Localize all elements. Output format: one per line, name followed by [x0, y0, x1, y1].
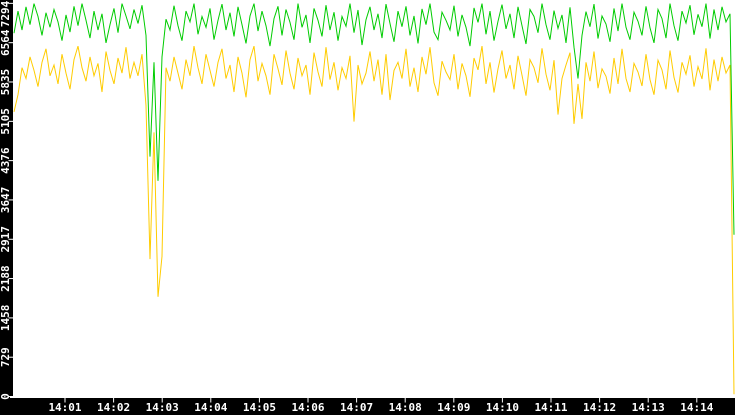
y-tick-label: 729 [0, 347, 12, 367]
y-axis: 0 729 1458 2188 2917 3647 4376 5105 5835 6564 7294 [0, 0, 15, 400]
x-tick-label: 14:12 [583, 401, 616, 414]
x-tick-label: 14:01 [48, 401, 81, 414]
axes [10, 0, 735, 398]
x-tick-label: 14:11 [534, 401, 567, 414]
y-tick-label: 6564 [0, 29, 12, 56]
x-tick-label: 14:07 [340, 401, 373, 414]
y-tick-label: 5105 [0, 108, 12, 135]
x-tick-label: 14:10 [486, 401, 519, 414]
series-green-line [13, 3, 735, 235]
x-tick-label: 14:04 [194, 401, 227, 414]
y-tick-label: 2917 [0, 226, 12, 253]
x-tick-label: 14:09 [437, 401, 470, 414]
y-tick-label: 3647 [0, 187, 12, 214]
series-yellow-line [13, 45, 735, 395]
x-tick-label: 14:08 [389, 401, 422, 414]
x-tick-label: 14:02 [97, 401, 130, 414]
x-tick-label: 14:13 [632, 401, 665, 414]
y-tick-label: 4376 [0, 147, 12, 174]
x-axis: 14:01 14:02 14:03 14:04 14:05 14:06 14:07 14:08… [48, 397, 714, 414]
x-tick-label: 14:05 [243, 401, 276, 414]
y-tick-label: 0 [0, 393, 12, 400]
y-tick-label: 1458 [0, 305, 12, 332]
y-tick-label: 5835 [0, 69, 12, 96]
series-group [13, 3, 735, 395]
y-tick-label: 7294 [0, 0, 12, 27]
plot-area [13, 0, 735, 398]
x-tick-label: 14:14 [680, 401, 713, 414]
x-tick-label: 14:03 [146, 401, 179, 414]
y-tick-label: 2188 [0, 265, 12, 292]
x-tick-label: 14:06 [291, 401, 324, 414]
